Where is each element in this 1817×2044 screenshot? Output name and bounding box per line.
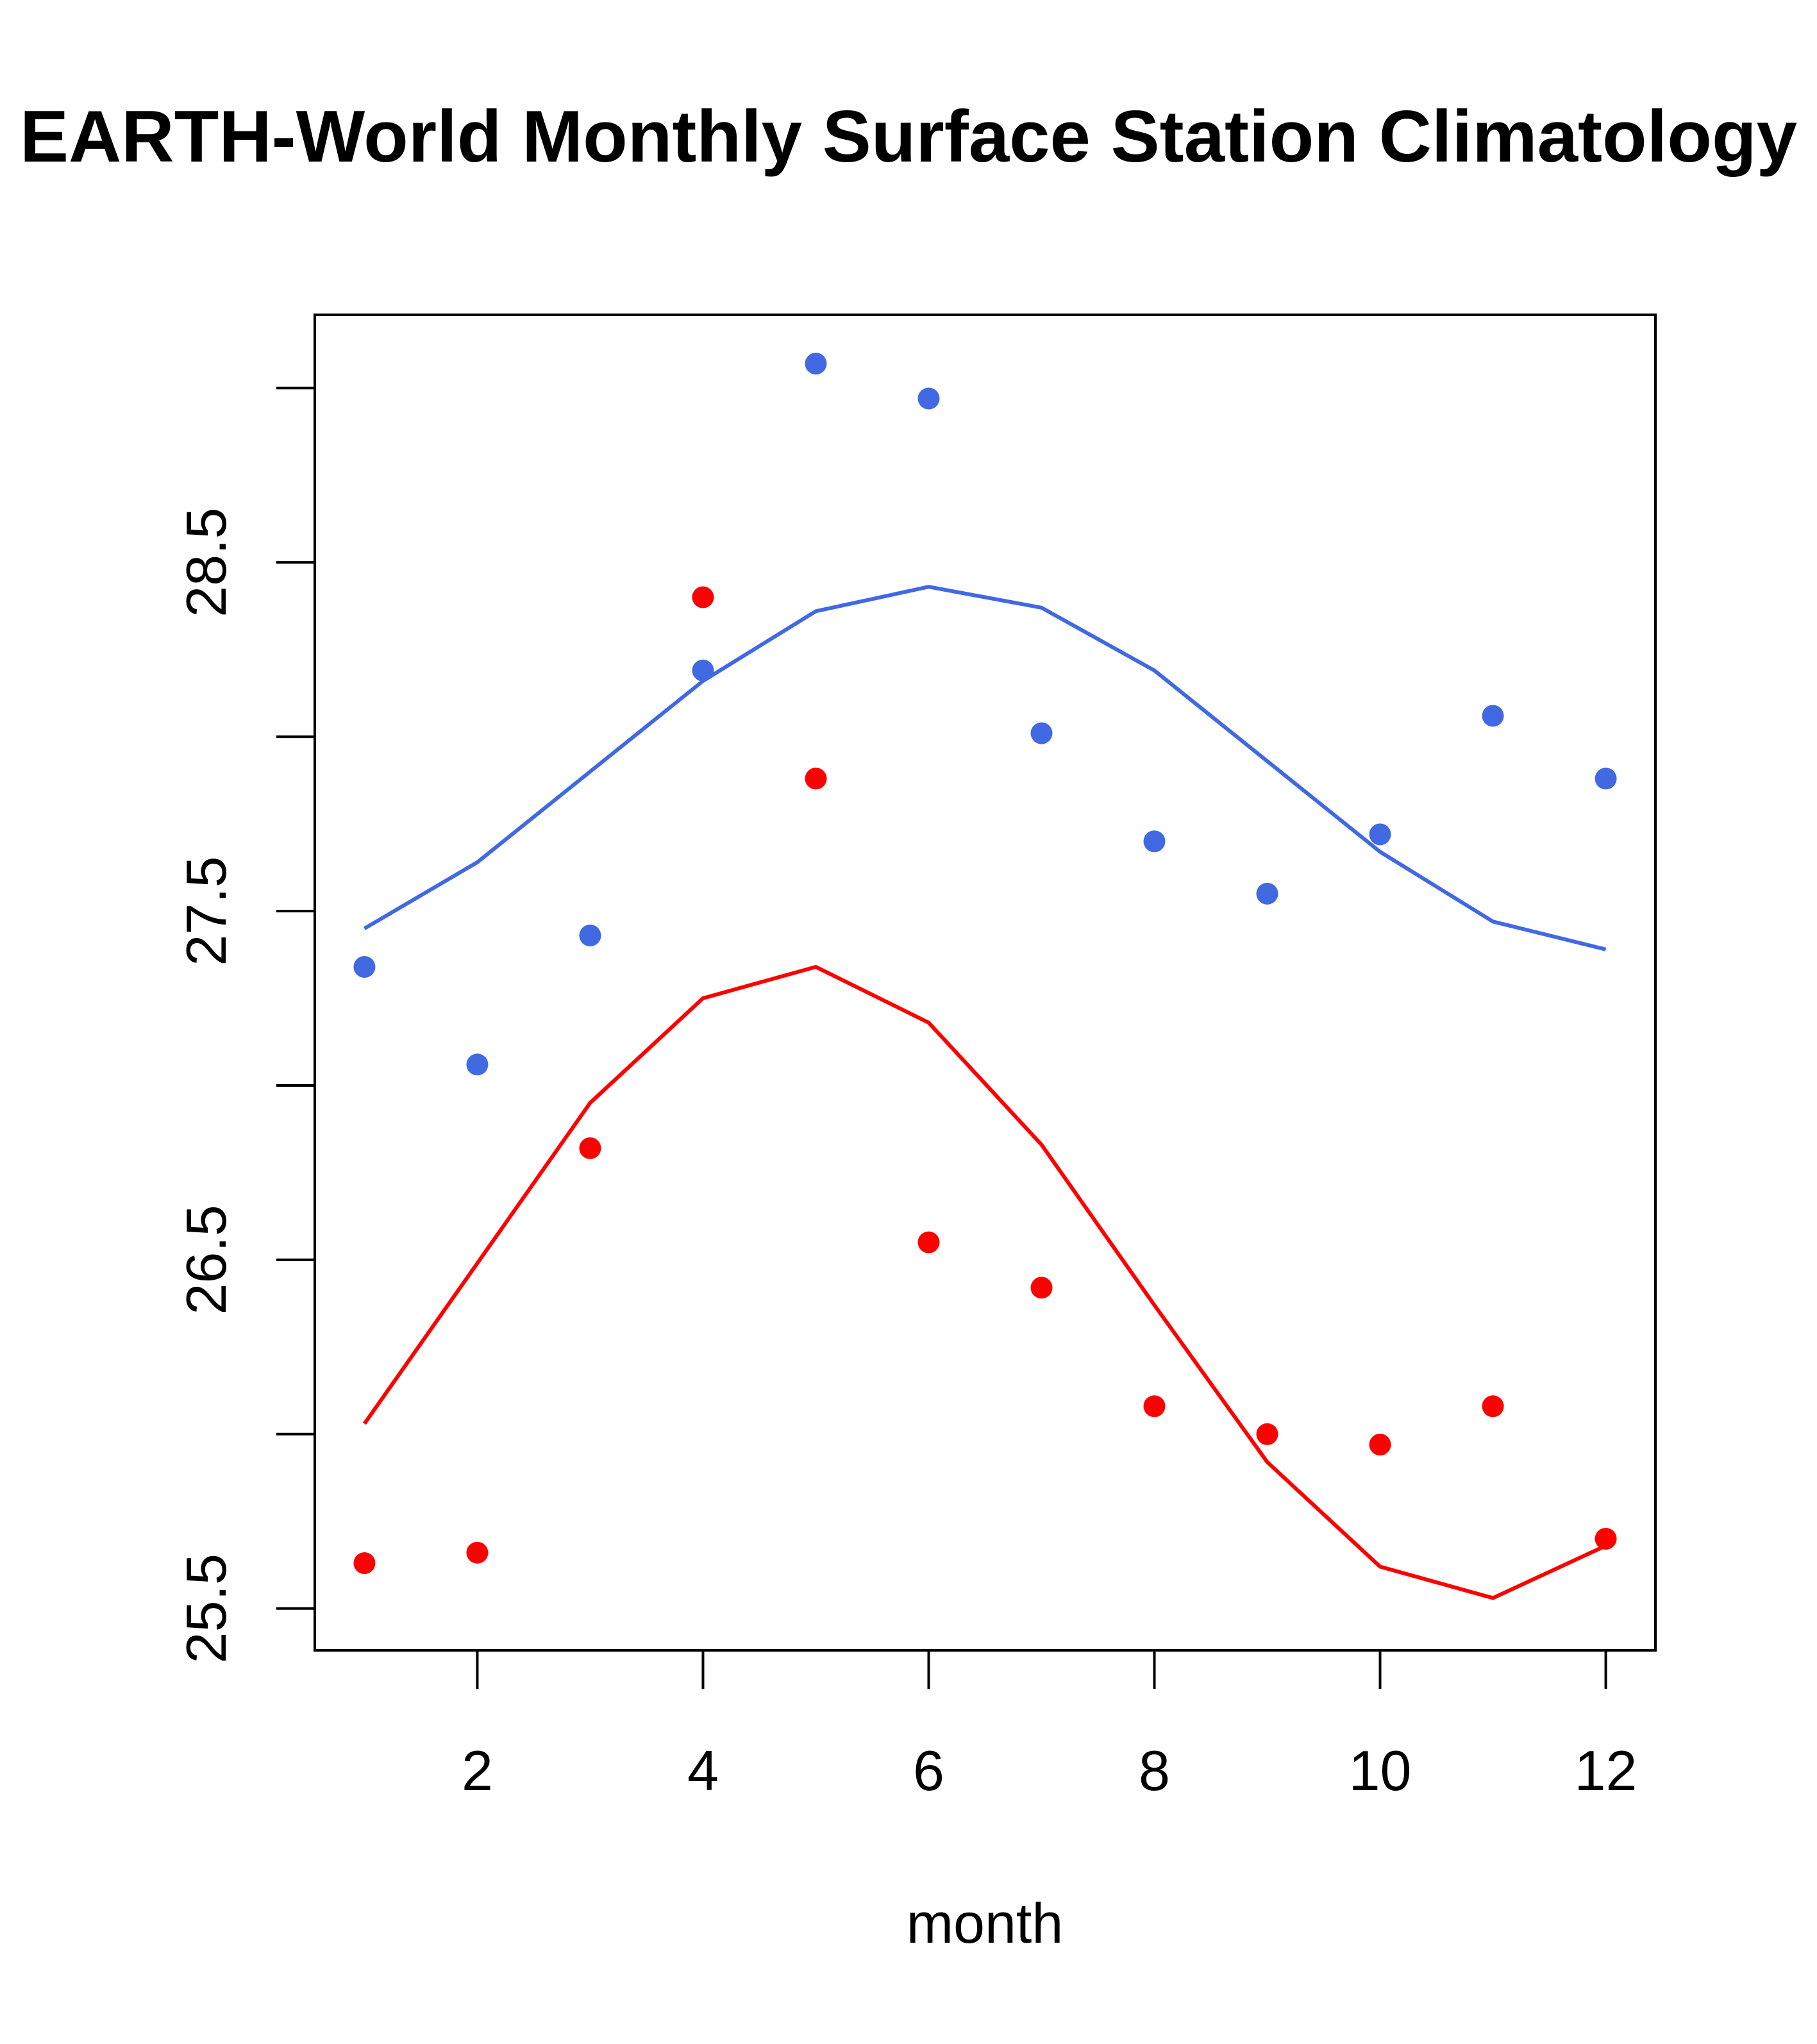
x-tick-label: 8: [1139, 1739, 1170, 1802]
blue-line: [363, 585, 1607, 951]
red-point: [805, 767, 827, 790]
red-point: [1369, 1434, 1391, 1456]
red-point: [353, 1552, 376, 1575]
y-tick-label: 25.5: [174, 1554, 238, 1663]
blue-point: [917, 387, 940, 410]
blue-point: [1030, 722, 1053, 744]
red-point: [1482, 1395, 1504, 1418]
red-point: [466, 1541, 489, 1564]
red-point: [917, 1231, 940, 1253]
red-point: [1595, 1527, 1617, 1550]
plot-frame: [314, 314, 1657, 1652]
x-axis: 2 4 6 8 10 12: [462, 1650, 1637, 1802]
red-point: [1256, 1423, 1278, 1445]
chart-title: EARTH-World Monthly Surface Station Clim…: [20, 96, 1797, 178]
blue-point: [805, 353, 827, 375]
x-tick-label: 4: [687, 1739, 719, 1802]
x-tick-label: 12: [1575, 1739, 1637, 1802]
blue-point: [579, 925, 601, 947]
red-point: [1030, 1277, 1053, 1299]
blue-point: [1595, 767, 1617, 790]
blue-point: [1369, 823, 1391, 846]
x-axis-label: month: [907, 1891, 1064, 1955]
x-tick-label: 10: [1349, 1739, 1412, 1802]
red-line: [362, 965, 1607, 1600]
blue-point: [1256, 882, 1278, 905]
y-axis: 25.5 26.5 27.5 28.5: [174, 387, 315, 1663]
series-layer: [353, 353, 1617, 1600]
x-tick-label: 6: [913, 1739, 944, 1802]
blue-point: [1143, 830, 1166, 853]
x-tick-label: 2: [462, 1739, 493, 1802]
blue-point: [1482, 705, 1504, 727]
y-tick-label: 28.5: [174, 508, 238, 617]
red-point: [579, 1137, 601, 1159]
blue-point: [353, 956, 376, 978]
y-tick-label: 26.5: [174, 1205, 238, 1314]
blue-point: [466, 1053, 489, 1076]
red-point: [692, 586, 714, 608]
y-tick-label: 27.5: [174, 856, 238, 966]
red-point: [1143, 1395, 1166, 1418]
